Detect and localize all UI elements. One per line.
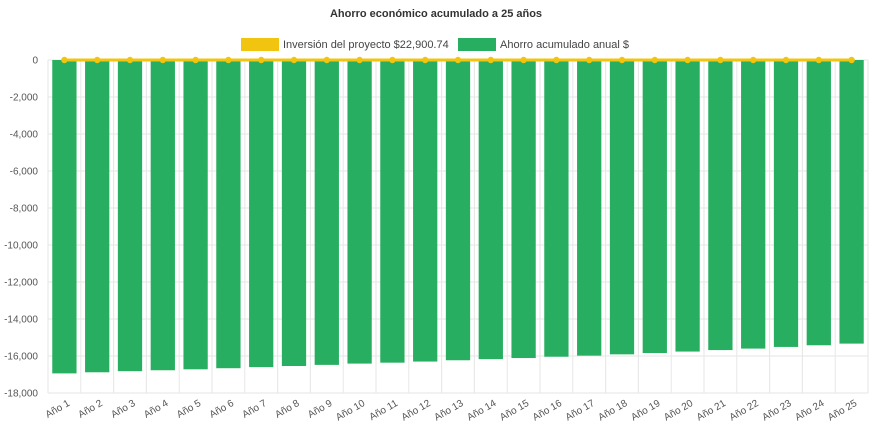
legend-label-investment[interactable]: Inversión del proyecto $22,900.74 xyxy=(283,39,449,51)
bar-21[interactable] xyxy=(708,60,733,351)
x-tick-label: Año 4 xyxy=(142,398,171,421)
bar-20[interactable] xyxy=(675,60,700,352)
y-axis: 0 -2,000 -4,000 -6,000 -8,000 -10,000 -12,000 -… xyxy=(4,56,38,400)
x-tick-label: Año 20 xyxy=(662,398,695,424)
investment-point-3[interactable] xyxy=(126,56,134,64)
y-tick-label: -4,000 xyxy=(10,130,39,141)
x-tick-label: Año 13 xyxy=(433,398,466,424)
x-tick-label: Año 21 xyxy=(695,398,728,424)
x-tick-label: Año 12 xyxy=(400,398,433,424)
y-tick-label: -14,000 xyxy=(4,315,38,326)
bar-10[interactable] xyxy=(347,60,372,364)
bar-2[interactable] xyxy=(85,60,110,373)
investment-point-22[interactable] xyxy=(750,56,757,64)
investment-point-15[interactable] xyxy=(520,56,527,64)
y-tick-label: -18,000 xyxy=(4,389,38,400)
bar-9[interactable] xyxy=(314,60,339,365)
bar-1[interactable] xyxy=(52,60,77,374)
y-tick-label: -2,000 xyxy=(10,93,39,104)
x-tick-label: Año 18 xyxy=(597,398,630,424)
x-tick-label: Año 25 xyxy=(826,398,859,424)
bar-8[interactable] xyxy=(281,60,307,366)
bar-14[interactable] xyxy=(478,60,503,360)
x-tick-label: Año 5 xyxy=(175,398,204,421)
y-tick-label: -10,000 xyxy=(4,241,38,252)
x-axis: Año 1 Año 2 Año 3 Año 4 Año 5 Año 6 Año 7 Año 8… xyxy=(44,398,860,424)
investment-point-4[interactable] xyxy=(159,56,166,64)
bar-4[interactable] xyxy=(150,60,175,371)
investment-point-20[interactable] xyxy=(684,56,691,64)
investment-point-25[interactable] xyxy=(848,56,855,64)
x-tick-label: Año 22 xyxy=(728,398,761,424)
y-tick-label: 0 xyxy=(32,56,38,67)
investment-point-1[interactable] xyxy=(61,56,68,64)
bar-5[interactable] xyxy=(183,60,208,370)
y-tick-label: -8,000 xyxy=(10,204,39,215)
investment-point-5[interactable] xyxy=(192,56,199,64)
x-tick-label: Año 1 xyxy=(44,398,73,421)
investment-point-2[interactable] xyxy=(94,56,101,64)
x-tick-label: Año 2 xyxy=(77,398,106,421)
bar-24[interactable] xyxy=(806,60,831,346)
investment-point-13[interactable] xyxy=(454,56,462,64)
legend-swatch-investment xyxy=(241,38,279,51)
legend-swatch-savings xyxy=(458,38,496,51)
bar-17[interactable] xyxy=(577,60,602,356)
x-tick-label: Año 19 xyxy=(629,398,662,424)
x-tick-label: Año 15 xyxy=(498,398,531,424)
bar-11[interactable] xyxy=(380,60,405,363)
bar-19[interactable] xyxy=(642,60,667,354)
bar-3[interactable] xyxy=(117,60,143,372)
x-tick-label: Año 24 xyxy=(793,398,826,424)
legend-label-savings[interactable]: Ahorro acumulado anual $ xyxy=(500,39,629,51)
investment-point-8[interactable] xyxy=(290,56,298,64)
bar-6[interactable] xyxy=(216,60,241,369)
bar-7[interactable] xyxy=(249,60,274,368)
y-tick-label: -16,000 xyxy=(4,352,38,363)
investment-point-10[interactable] xyxy=(356,56,363,64)
y-tick-label: -12,000 xyxy=(4,278,38,289)
investment-point-14[interactable] xyxy=(487,56,494,64)
investment-point-17[interactable] xyxy=(586,56,593,64)
bar-18[interactable] xyxy=(609,60,635,355)
bars xyxy=(52,60,864,374)
x-tick-label: Año 8 xyxy=(273,398,302,421)
bar-15[interactable] xyxy=(511,60,536,359)
x-tick-label: Año 11 xyxy=(368,398,401,423)
bar-23[interactable] xyxy=(773,60,799,347)
bar-13[interactable] xyxy=(445,60,471,361)
bar-22[interactable] xyxy=(741,60,766,349)
x-tick-label: Año 23 xyxy=(761,398,794,424)
bar-16[interactable] xyxy=(544,60,569,357)
investment-line xyxy=(61,56,855,64)
investment-point-19[interactable] xyxy=(651,56,658,64)
investment-point-12[interactable] xyxy=(422,56,429,64)
y-tick-label: -6,000 xyxy=(10,167,39,178)
investment-point-9[interactable] xyxy=(323,56,330,64)
investment-point-21[interactable] xyxy=(717,56,724,64)
x-tick-label: Año 17 xyxy=(564,398,597,424)
investment-point-24[interactable] xyxy=(815,56,822,64)
legend[interactable]: Inversión del proyecto $22,900.74 Ahorro… xyxy=(241,38,629,51)
x-tick-label: Año 14 xyxy=(465,398,498,424)
x-tick-label: Año 6 xyxy=(208,398,237,421)
x-tick-label: Año 16 xyxy=(531,398,564,424)
investment-point-18[interactable] xyxy=(618,56,626,64)
investment-point-16[interactable] xyxy=(553,56,560,64)
investment-point-23[interactable] xyxy=(782,56,790,64)
x-tick-label: Año 3 xyxy=(109,398,138,421)
chart-title: Ahorro económico acumulado a 25 años xyxy=(330,8,542,20)
investment-point-7[interactable] xyxy=(258,56,265,64)
x-tick-label: Año 10 xyxy=(334,398,367,424)
bar-12[interactable] xyxy=(413,60,438,362)
x-tick-label: Año 7 xyxy=(241,398,270,421)
x-tick-label: Año 9 xyxy=(306,398,335,421)
investment-point-6[interactable] xyxy=(225,56,232,64)
bar-25[interactable] xyxy=(839,60,864,344)
investment-point-11[interactable] xyxy=(389,56,396,64)
